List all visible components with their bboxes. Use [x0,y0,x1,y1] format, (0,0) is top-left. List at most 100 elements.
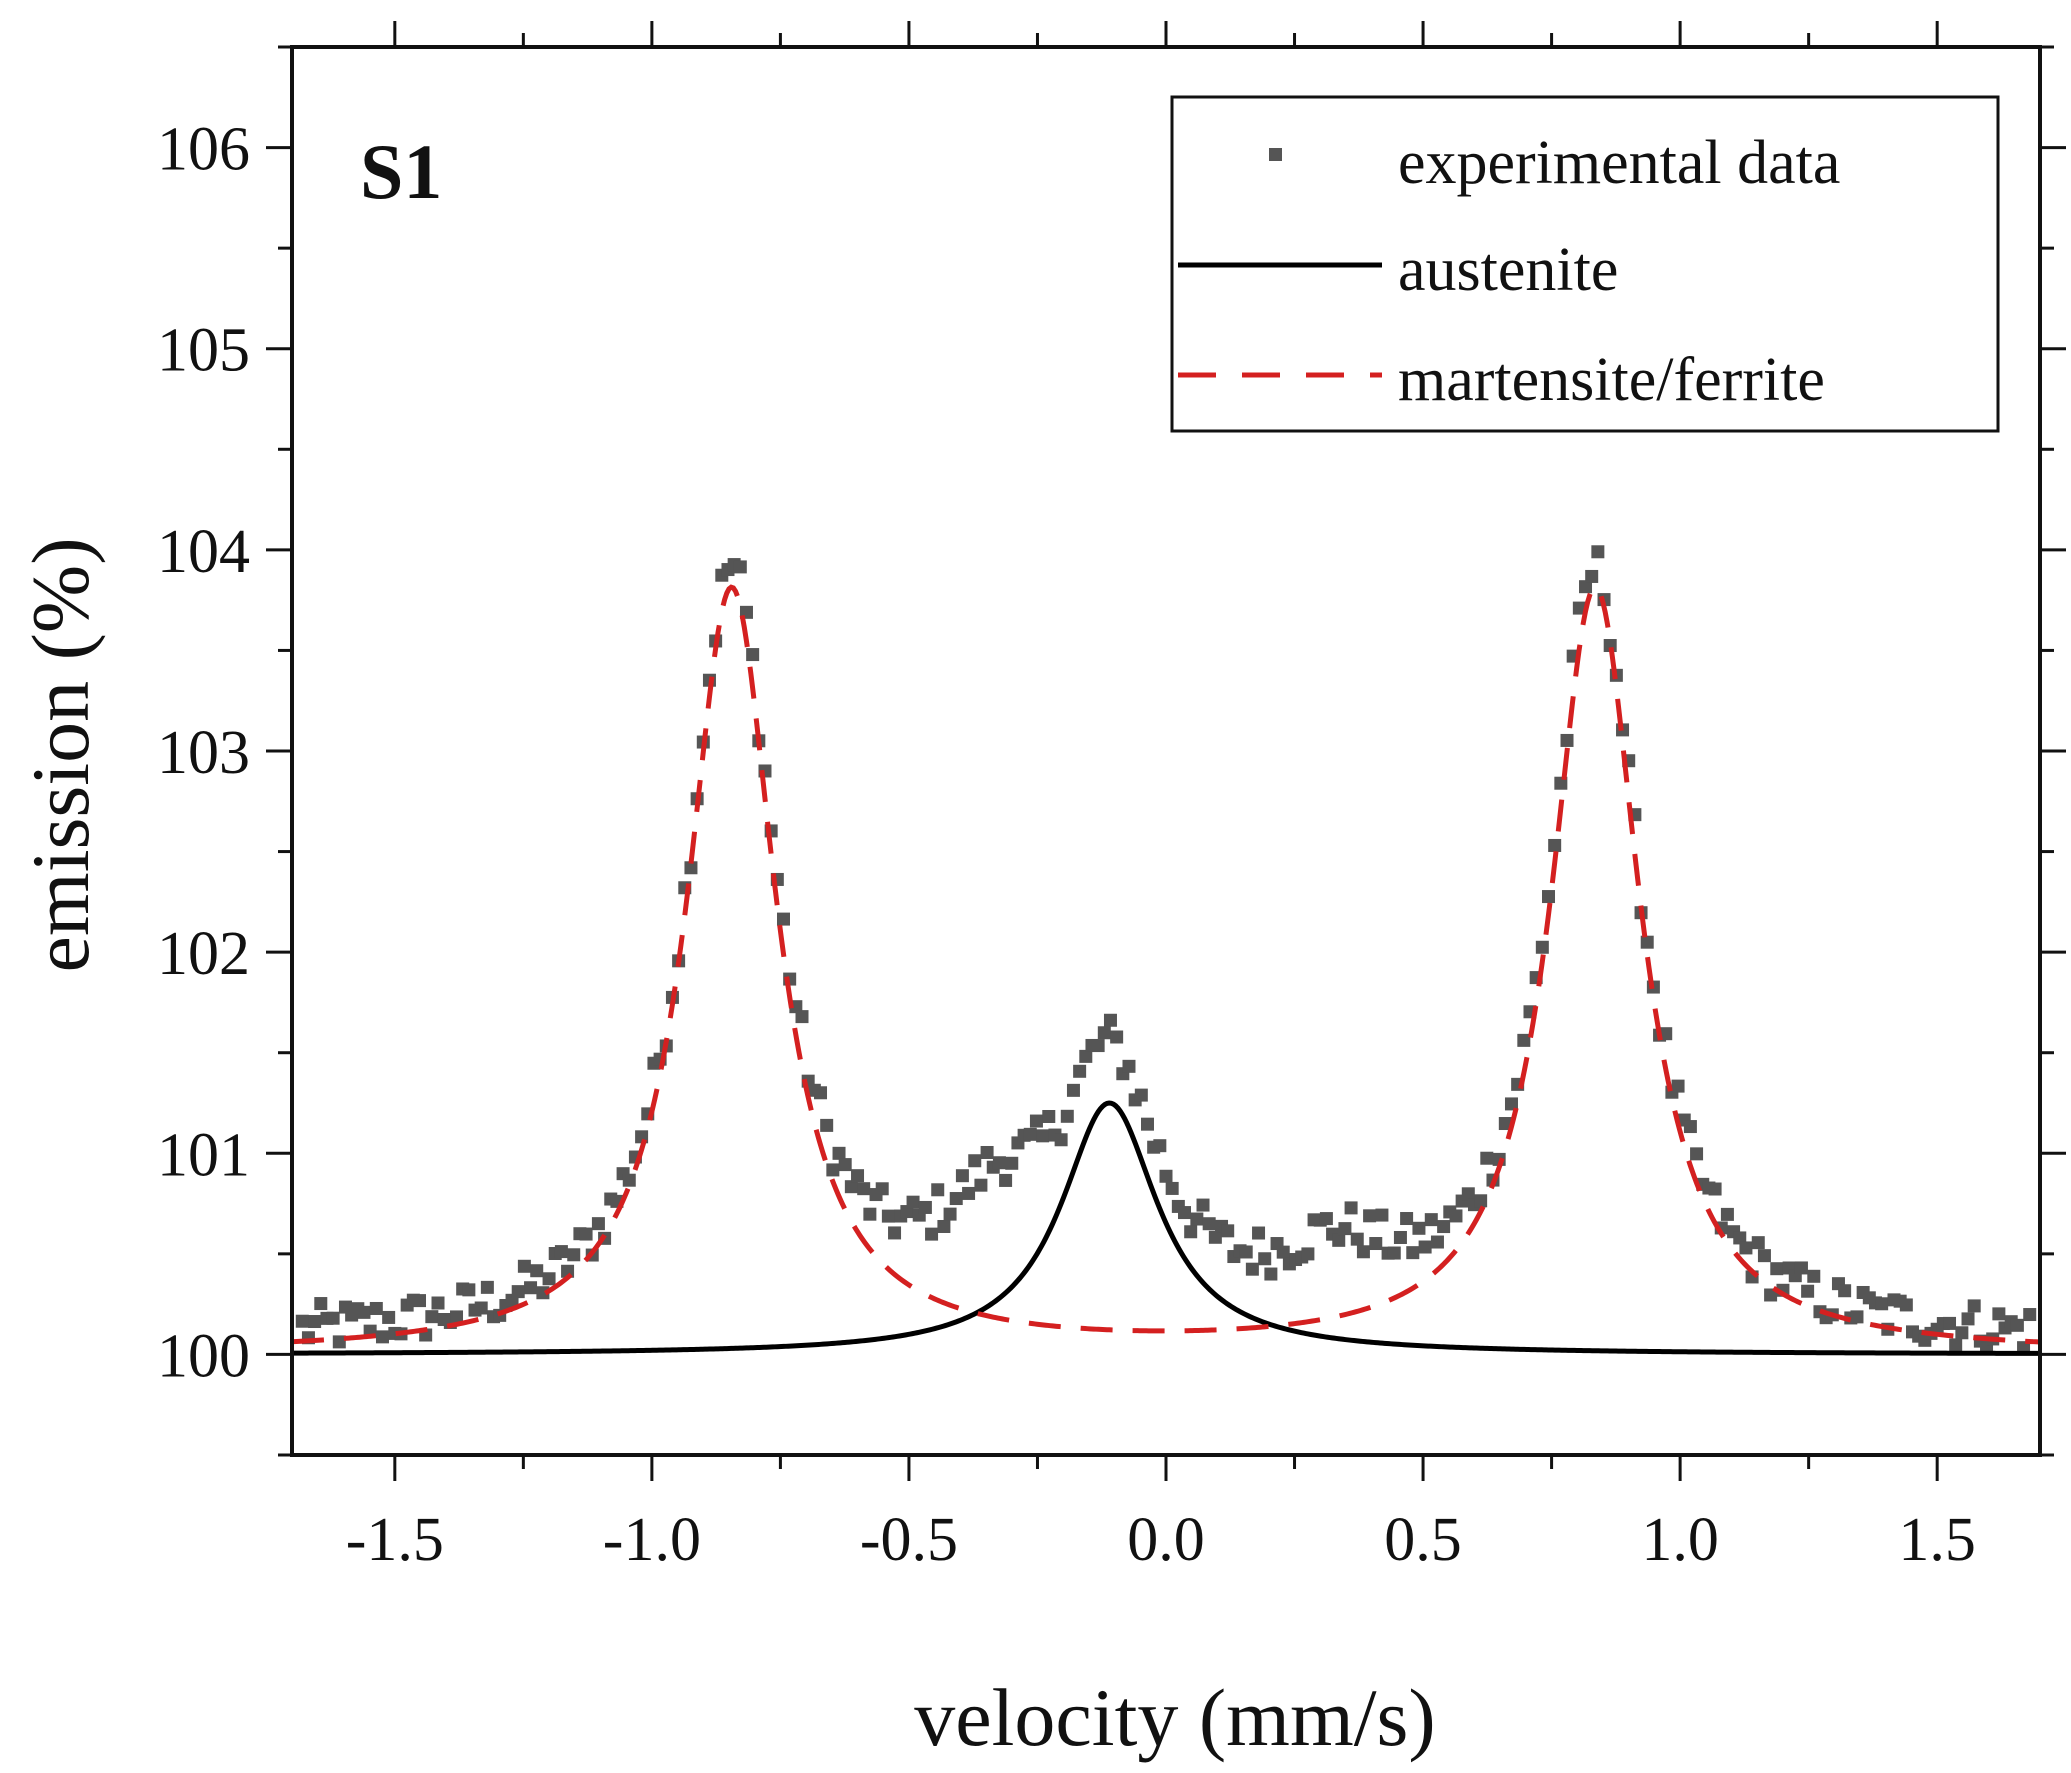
experimental-point [1838,1284,1852,1298]
experimental-point [1042,1109,1056,1123]
experimental-point [1751,1236,1765,1250]
experimental-point [308,1315,322,1329]
experimental-point [1036,1129,1050,1143]
y-tick-label: 102 [157,920,250,988]
experimental-point [1140,1117,1154,1131]
experimental-point [1110,1030,1124,1044]
experimental-point [962,1186,976,1200]
experimental-point [1733,1231,1747,1245]
experimental-point [1393,1230,1407,1244]
experimental-point [795,1010,809,1024]
experimental-point [863,1207,877,1221]
experimental-point [1807,1269,1821,1283]
experimental-point [1165,1181,1179,1195]
legend-marker-experimental [1269,148,1282,161]
experimental-point [1258,1252,1272,1266]
experimental-point [1430,1235,1444,1249]
experimental-point [1276,1245,1290,1259]
experimental-point [844,1180,858,1194]
experimental-point [1375,1208,1389,1222]
experimental-point [1850,1310,1864,1324]
experimental-point [1245,1262,1259,1276]
experimental-point [326,1311,340,1325]
experimental-point [1591,545,1605,559]
experimental-point [1449,1209,1463,1223]
experimental-point [776,912,790,926]
experimental-point [1708,1182,1722,1196]
experimental-point [1498,1117,1512,1131]
experimental-point [1005,1156,1019,1170]
y-tick-label: 100 [157,1322,250,1390]
experimental-point [332,1335,346,1349]
experimental-point [1387,1246,1401,1260]
experimental-point [992,1156,1006,1170]
experimental-point [1153,1139,1167,1153]
experimental-point [1301,1247,1315,1261]
experimental-point [826,1163,840,1177]
experimental-point [746,648,760,662]
experimental-point [425,1310,439,1324]
experimental-point [1239,1245,1253,1259]
x-axis-label: velocity (mm/s) [914,1672,1436,1763]
experimental-point [1221,1224,1235,1238]
experimental-point [888,1226,902,1240]
experimental-point [2010,1318,2024,1332]
experimental-point [1060,1109,1074,1123]
experimental-point [1504,1097,1518,1111]
axis-ticks [266,21,2066,1481]
experimental-point [1579,580,1593,594]
experimental-point [1535,940,1549,954]
experimental-point [968,1154,982,1168]
experimental-point [1424,1213,1438,1227]
experimental-point [838,1158,852,1172]
experimental-point [1955,1326,1969,1340]
experimental-point [1671,1079,1685,1093]
experimental-point [918,1200,932,1214]
experimental-point [684,861,698,875]
experimental-point [955,1169,969,1183]
experimental-point [622,1173,636,1187]
experimental-point [1356,1245,1370,1259]
experimental-point [591,1217,605,1231]
experimental-point [1344,1201,1358,1215]
experimental-point [1319,1212,1333,1226]
experimental-point [474,1301,488,1315]
experimental-point [1029,1114,1043,1128]
experimental-point [542,1272,556,1286]
y-tick-label: 106 [157,116,250,184]
experimental-point [1079,1049,1093,1063]
experimental-point [1720,1207,1734,1221]
experimental-point [1196,1198,1210,1212]
experimental-point [536,1286,550,1300]
experimental-point [943,1207,957,1221]
experimental-point [1350,1232,1364,1246]
experimental-point [1400,1212,1414,1226]
plot-area [291,545,2041,1356]
experimental-point [1066,1083,1080,1097]
experimental-point [1073,1064,1087,1078]
experimental-point [1412,1221,1426,1235]
experimental-point [1899,1298,1913,1312]
experimental-point [1572,601,1586,615]
austenite-curve [291,1100,2041,1356]
experimental-point [949,1192,963,1206]
experimental-point [524,1281,538,1295]
experimental-point [999,1173,1013,1187]
legend: experimental data austenite martensite/f… [1170,95,2000,433]
experimental-point [1103,1013,1117,1027]
experimental-point [974,1178,988,1192]
experimental-point [980,1145,994,1159]
experimental-point [1122,1059,1136,1073]
experimental-point [369,1301,383,1315]
experimental-point [1134,1088,1148,1102]
experimental-point [1461,1187,1475,1201]
experimental-point [295,1314,309,1328]
experimental-point [1683,1120,1697,1134]
experimental-point [832,1146,846,1160]
experimental-point [1363,1209,1377,1223]
y-tick-label: 101 [157,1121,250,1189]
experimental-point [1190,1212,1204,1226]
x-tick-label: 1.5 [1898,1506,1976,1574]
experimental-point [1548,838,1562,852]
experimental-point [1690,1147,1704,1161]
